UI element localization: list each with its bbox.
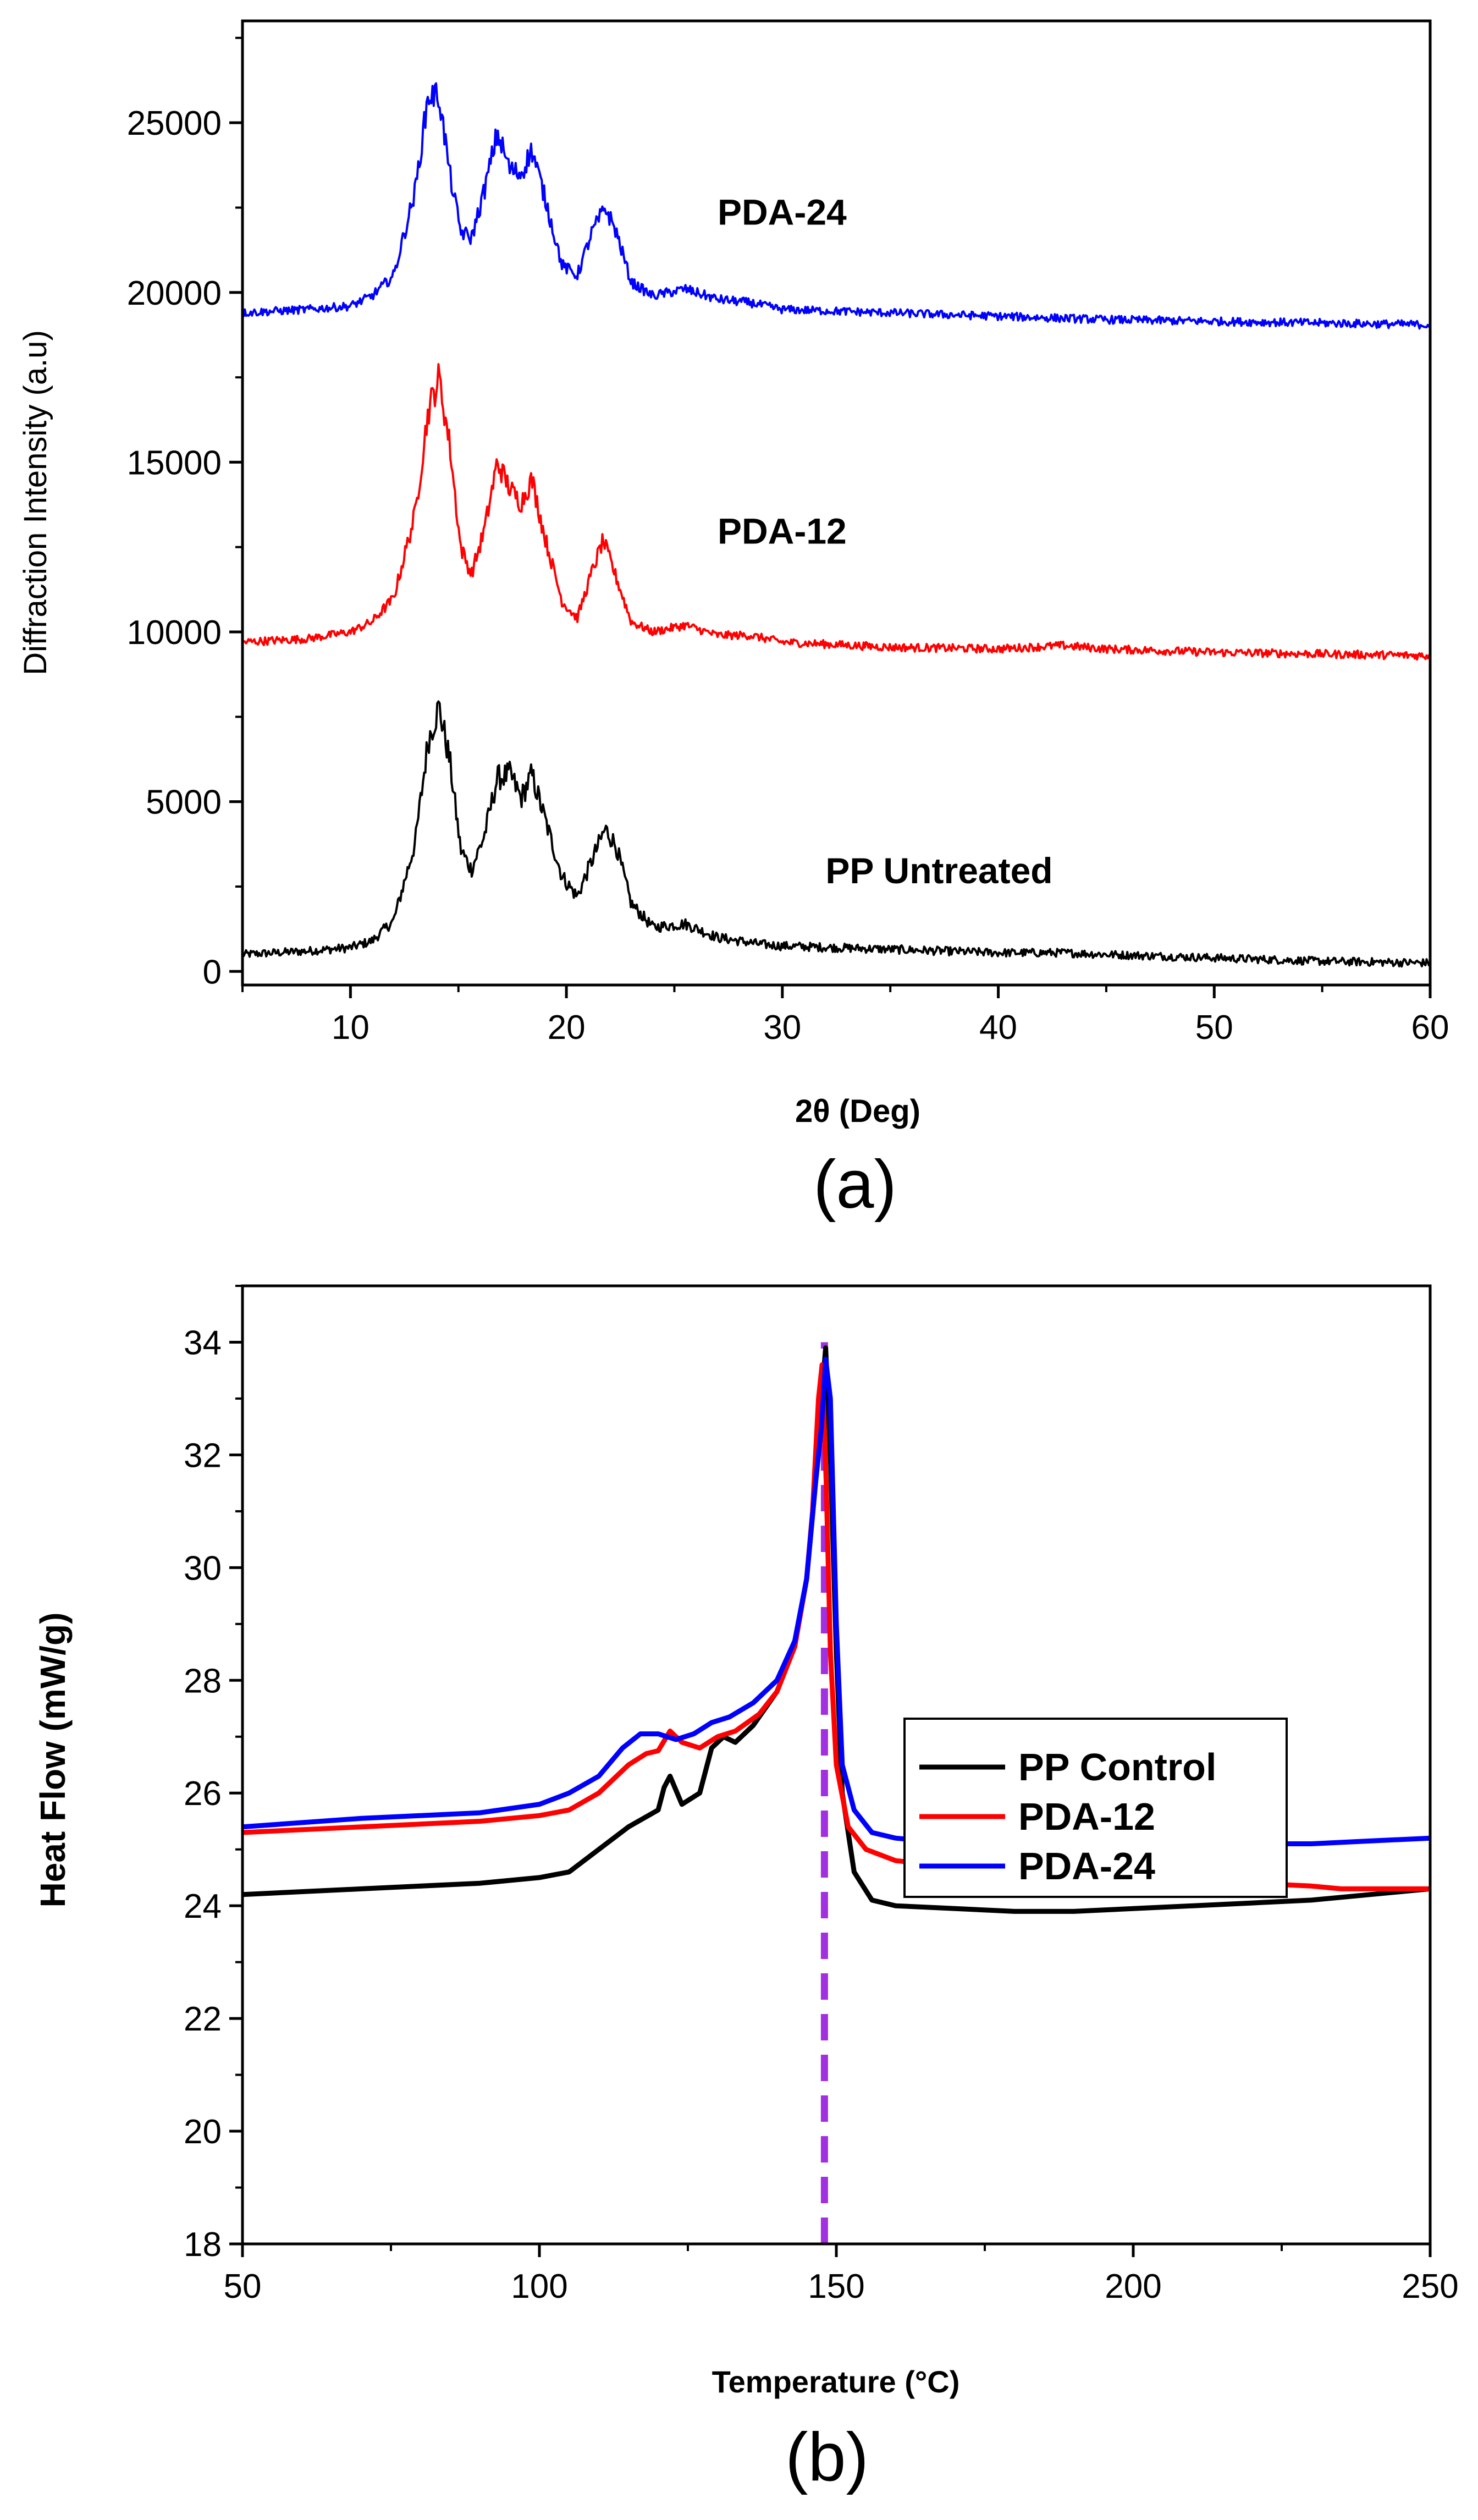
y-tick-label: 22 [184,2000,222,2038]
x-tick-label: 250 [1402,2268,1458,2306]
curve-label-pp-untreated: PP Untreated [825,850,1052,891]
x-tick-label: 50 [1195,1009,1233,1047]
x-tick-label: 10 [332,1009,370,1047]
series-line-pda-24 [241,82,1431,330]
xrd-plot-frame [241,19,1432,987]
y-tick-label: 5000 [146,784,222,822]
y-tick-label: 20000 [127,274,222,312]
curve-label-pda-24: PDA-24 [718,191,847,232]
y-tick-label: 24 [184,1888,222,1925]
x-tick-label: 100 [511,2268,567,2306]
legend-label-pp-control: PP Control [1018,1746,1216,1789]
xrd-y-axis: 0 5000 10000 15000 20000 25000 [127,36,242,991]
y-tick-label: 10000 [127,614,222,652]
dsc-chart: 50 100 150 200 250 18 20 22 24 26 28 30 32 34 PP Con… [33,1284,1459,2495]
dsc-legend: PP Control PDA-12 PDA-24 [903,1718,1288,1898]
y-tick-label: 30 [184,1549,222,1587]
y-tick-label: 28 [184,1662,222,1700]
xrd-curve-labels: PP Untreated PDA-12 PDA-24 [718,191,1053,890]
xrd-series-group [241,82,1431,968]
xrd-x-axis-label: 2θ (Deg) [795,1093,920,1129]
dsc-x-axis: 50 100 150 200 250 [224,2244,1459,2306]
xrd-chart: 10 20 30 40 50 60 0 5000 10000 15000 20000 25000 P… [18,19,1449,1223]
legend-label-pda-24: PDA-24 [1018,1845,1155,1888]
dsc-y-axis-label: Heat Flow (mW/g) [33,1613,73,1908]
x-tick-label: 150 [808,2268,864,2306]
x-tick-label: 30 [763,1009,801,1047]
panel-a-label: (a) [813,1147,897,1223]
dsc-x-axis-label: Temperature (°C) [712,2364,960,2399]
x-tick-label: 20 [548,1009,586,1047]
legend-label-pda-12: PDA-12 [1018,1795,1155,1838]
xrd-x-axis: 10 20 30 40 50 60 [241,985,1449,1047]
y-tick-label: 15000 [127,444,222,482]
panel-b-label: (b) [785,2419,869,2495]
series-line-pda-12 [241,363,1431,661]
y-tick-label: 20 [184,2113,222,2151]
y-tick-label: 25000 [127,104,222,142]
dsc-y-axis: 18 20 22 24 26 28 30 32 34 [184,1285,242,2264]
y-tick-label: 26 [184,1775,222,1813]
x-tick-label: 50 [224,2268,262,2306]
y-tick-label: 34 [184,1324,222,1362]
xrd-y-axis-label: Diffraction Intensity (a.u) [18,330,53,675]
x-tick-label: 40 [979,1009,1017,1047]
curve-label-pda-12: PDA-12 [718,511,847,552]
series-line-pp-untreated [241,700,1431,968]
y-tick-label: 0 [203,953,222,991]
y-tick-label: 18 [184,2226,222,2264]
x-tick-label: 200 [1105,2268,1161,2306]
y-tick-label: 32 [184,1437,222,1474]
x-tick-label: 60 [1411,1009,1449,1047]
